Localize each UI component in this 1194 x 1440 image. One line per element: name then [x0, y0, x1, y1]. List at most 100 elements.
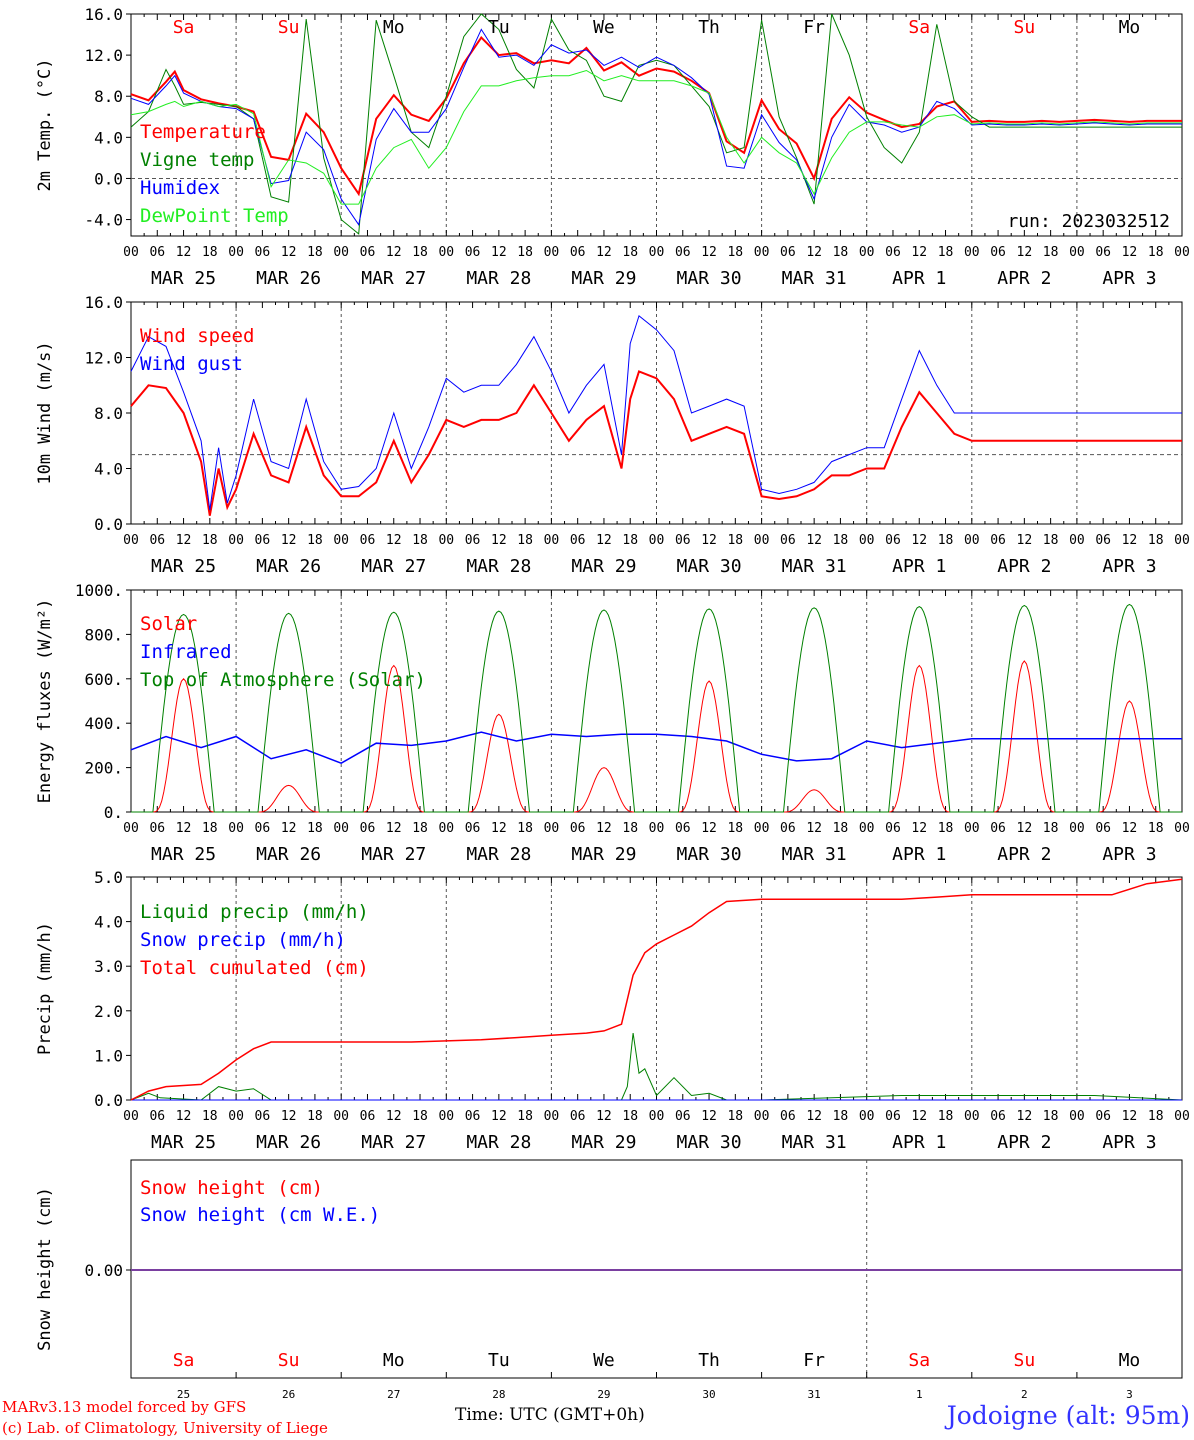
- hour-label: 18: [727, 1109, 743, 1124]
- day-number: 3: [1126, 1388, 1133, 1401]
- hour-label: 12: [911, 821, 927, 836]
- y-tick-label: 0.0: [94, 1091, 123, 1110]
- y-tick-label: 0.0: [94, 515, 123, 534]
- hour-label: 12: [596, 1109, 612, 1124]
- hour-label: 18: [833, 1109, 849, 1124]
- hour-label: 00: [544, 533, 560, 548]
- hour-label: 00: [228, 533, 244, 548]
- hour-label: 12: [386, 821, 402, 836]
- hour-label: 00: [438, 245, 454, 260]
- y-tick-label: 4.0: [94, 460, 123, 479]
- day-letter: Su: [1014, 17, 1036, 38]
- hour-label: 18: [1148, 1109, 1164, 1124]
- day-letter: Sa: [173, 1350, 195, 1371]
- hour-label: 06: [149, 245, 165, 260]
- hour-label: 06: [885, 1109, 901, 1124]
- day-letter: Su: [278, 17, 300, 38]
- day-letter: Su: [1014, 1350, 1036, 1371]
- hour-label: 18: [307, 245, 323, 260]
- hour-label: 00: [544, 821, 560, 836]
- series-vigne-temp: [130, 13, 1182, 235]
- day-letter: Mo: [383, 1350, 405, 1371]
- hour-label: 18: [412, 533, 428, 548]
- date-label: MAR 29: [571, 844, 636, 865]
- date-label: MAR 27: [361, 844, 426, 865]
- hour-label: 12: [386, 533, 402, 548]
- hour-label: 18: [727, 821, 743, 836]
- hour-label: 12: [491, 245, 507, 260]
- y-tick-label: 3.0: [94, 957, 123, 976]
- date-label: APR 3: [1102, 844, 1156, 865]
- day-number: 27: [387, 1388, 400, 1401]
- date-label: APR 3: [1102, 1132, 1156, 1153]
- hour-label: 00: [859, 533, 875, 548]
- y-tick-label: 5.0: [94, 868, 123, 887]
- hour-label: 06: [149, 821, 165, 836]
- hour-label: 12: [176, 821, 192, 836]
- day-number: 1: [916, 1388, 923, 1401]
- day-letter: Su: [278, 1350, 300, 1371]
- hour-label: 18: [1148, 245, 1164, 260]
- hour-label: 00: [1069, 1109, 1085, 1124]
- hour-label: 18: [517, 245, 533, 260]
- date-label: MAR 27: [361, 1132, 426, 1153]
- day-letter: Tu: [488, 1350, 510, 1371]
- hour-label: 12: [596, 821, 612, 836]
- hour-label: 06: [990, 245, 1006, 260]
- y-tick-label: 1000.: [75, 581, 123, 600]
- y-tick-label: 4.0: [94, 913, 123, 932]
- date-label: MAR 25: [151, 268, 216, 289]
- hour-label: 12: [281, 1109, 297, 1124]
- hour-label: 06: [149, 1109, 165, 1124]
- date-label: MAR 27: [361, 556, 426, 577]
- day-letter: Mo: [1119, 1350, 1141, 1371]
- hour-label: 12: [911, 1109, 927, 1124]
- hour-label: 06: [675, 245, 691, 260]
- day-number: 30: [702, 1388, 715, 1401]
- hour-label: 18: [1043, 1109, 1059, 1124]
- legend-entry: Solar: [140, 613, 197, 635]
- series-wind-speed: [130, 370, 1182, 516]
- series-dewpoint-temp: [130, 69, 1182, 205]
- hour-label: 06: [675, 1109, 691, 1124]
- hour-label: 12: [806, 1109, 822, 1124]
- hour-label: 12: [1017, 821, 1033, 836]
- hour-label: 00: [228, 1109, 244, 1124]
- hour-label: 06: [465, 1109, 481, 1124]
- day-letter: Th: [698, 17, 720, 38]
- hour-label: 18: [307, 821, 323, 836]
- date-label: MAR 25: [151, 556, 216, 577]
- date-label: MAR 26: [256, 1132, 321, 1153]
- hour-label: 18: [833, 533, 849, 548]
- hour-label: 00: [123, 533, 139, 548]
- hour-label: 00: [649, 533, 665, 548]
- date-label: APR 2: [997, 1132, 1051, 1153]
- hour-label: 00: [1069, 821, 1085, 836]
- date-label: MAR 28: [466, 844, 531, 865]
- hour-label: 18: [1148, 533, 1164, 548]
- hour-label: 00: [859, 821, 875, 836]
- hour-label: 00: [228, 245, 244, 260]
- hour-label: 18: [938, 245, 954, 260]
- hour-label: 18: [202, 533, 218, 548]
- hour-label: 18: [412, 821, 428, 836]
- y-tick-label: 1.0: [94, 1046, 123, 1065]
- date-label: MAR 30: [677, 556, 742, 577]
- day-number: 28: [492, 1388, 505, 1401]
- hour-label: 06: [149, 533, 165, 548]
- hour-label: 06: [570, 245, 586, 260]
- hour-label: 18: [938, 1109, 954, 1124]
- hour-label: 12: [491, 1109, 507, 1124]
- hour-label: 06: [780, 1109, 796, 1124]
- legend-entry: Snow height (cm W.E.): [140, 1204, 380, 1226]
- hour-label: 00: [438, 533, 454, 548]
- legend-entry: Total cumulated (cm): [140, 957, 369, 979]
- hour-label: 00: [964, 1109, 980, 1124]
- hour-label: 12: [806, 245, 822, 260]
- hour-label: 18: [727, 533, 743, 548]
- date-label: MAR 28: [466, 268, 531, 289]
- date-label: MAR 26: [256, 268, 321, 289]
- y-tick-label: 200.: [84, 759, 123, 778]
- hour-label: 06: [990, 1109, 1006, 1124]
